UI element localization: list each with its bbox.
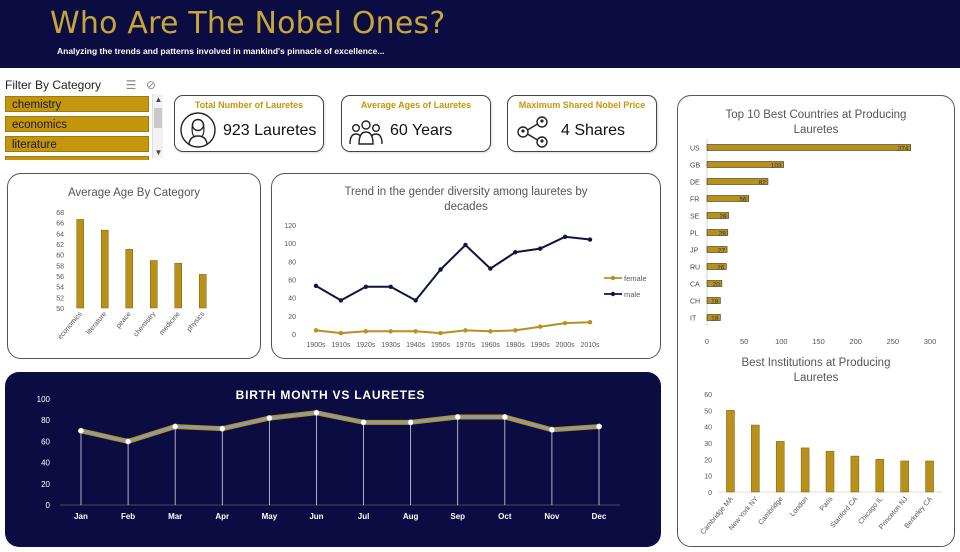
page-subtitle: Analyzing the trends and patterns involv… xyxy=(57,46,385,56)
slicer-item-chemistry[interactable]: chemistry xyxy=(5,96,149,112)
filter-label: Filter By Category xyxy=(5,78,102,92)
multi-select-icon[interactable]: ☰ xyxy=(125,78,137,92)
kpi-value: 4 Shares xyxy=(561,122,626,139)
person-icon xyxy=(180,112,216,148)
kpi-total-lauretes: Total Number of Lauretes 923 Lauretes xyxy=(174,95,324,152)
slicer-scrollbar[interactable]: ▲ ▼ xyxy=(152,94,163,158)
page-title: Who Are The Nobel Ones? xyxy=(50,6,446,41)
kpi-average-age: Average Ages of Lauretes 60 Years xyxy=(341,95,491,152)
age-by-category-card: Average Age By Category xyxy=(7,173,261,359)
header-banner: Who Are The Nobel Ones? Analyzing the tr… xyxy=(0,0,960,68)
network-icon xyxy=(517,116,548,148)
category-slicer: chemistry economics literature ▲ ▼ xyxy=(4,94,163,160)
kpi-title: Average Ages of Lauretes xyxy=(360,100,472,110)
kpi-title: Total Number of Lauretes xyxy=(194,100,304,110)
kpi-value: 60 Years xyxy=(390,122,453,139)
scroll-up-icon[interactable]: ▲ xyxy=(154,95,163,104)
slicer-item-partial[interactable] xyxy=(5,156,149,160)
kpi-max-shared: Maximum Shared Nobel Price 4 Shares xyxy=(507,95,657,152)
chart-title: Trend in the gender diversity among laur… xyxy=(344,186,588,213)
slicer-item-economics[interactable]: economics xyxy=(5,116,149,132)
scroll-down-icon[interactable]: ▼ xyxy=(154,148,163,157)
countries-institutions-card: Top 10 Best Countries at Producing Laure… xyxy=(677,95,955,547)
chart-title: BIRTH MONTH VS LAURETES xyxy=(235,388,426,402)
kpi-title: Maximum Shared Nobel Price xyxy=(518,100,646,110)
chart-title: Average Age By Category xyxy=(67,187,201,199)
chart-title: Top 10 Best Countries at Producing Laure… xyxy=(725,109,907,136)
clear-filter-icon[interactable]: ⊘ xyxy=(145,78,157,92)
scroll-thumb[interactable] xyxy=(154,108,162,128)
group-icon xyxy=(349,120,383,145)
gender-trend-card: Trend in the gender diversity among laur… xyxy=(271,173,661,359)
chart-title: Best Institutions at Producing Lauretes xyxy=(741,357,891,384)
kpi-value: 923 Lauretes xyxy=(223,122,317,139)
slicer-item-literature[interactable]: literature xyxy=(5,136,149,152)
